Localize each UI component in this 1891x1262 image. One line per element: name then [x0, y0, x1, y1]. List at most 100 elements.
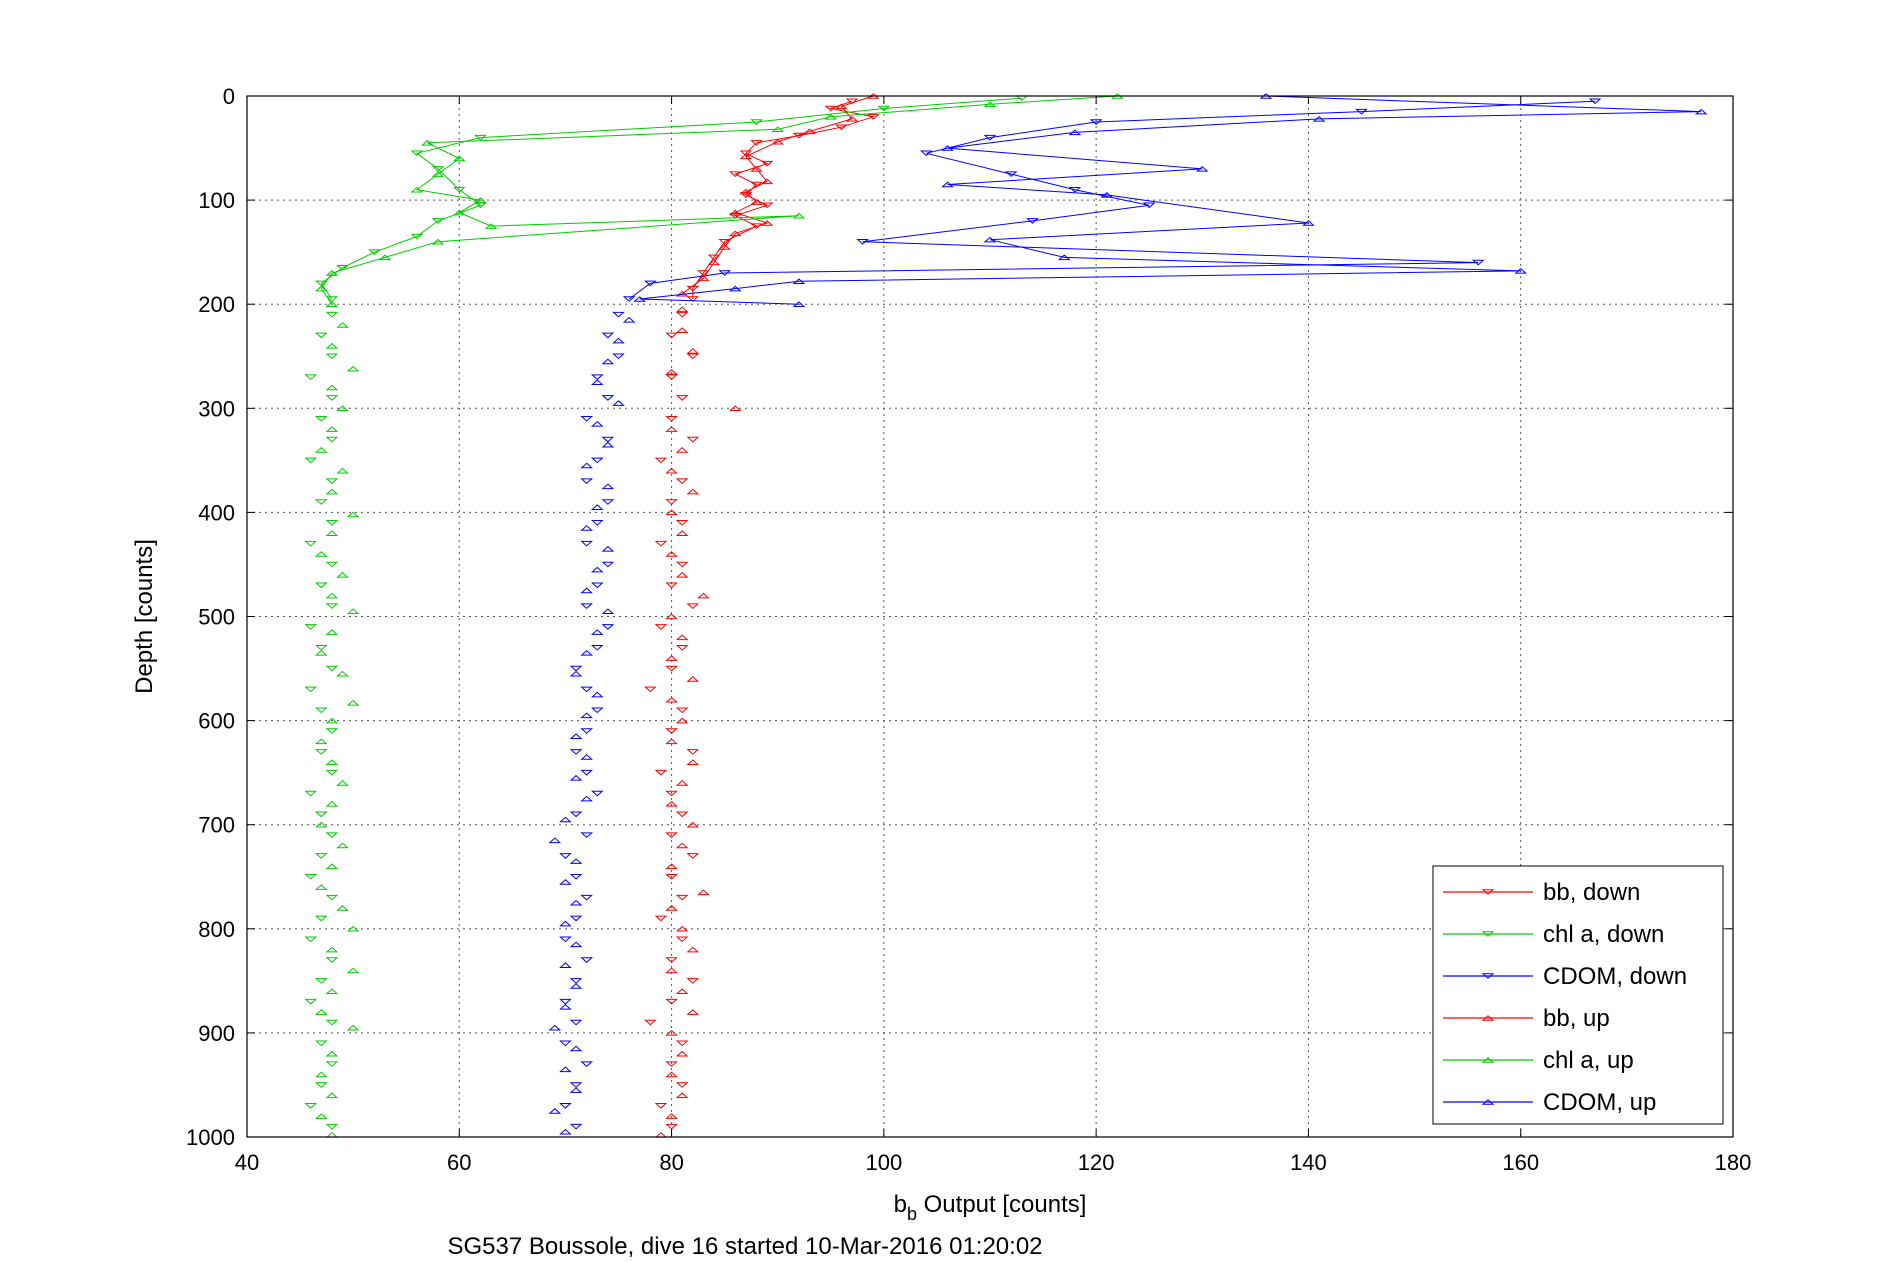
data-point	[760, 160, 774, 167]
series-bb-up	[654, 93, 880, 1138]
data-point	[1068, 186, 1082, 193]
data-point	[569, 1123, 583, 1130]
data-point	[580, 478, 593, 485]
data-point	[314, 811, 328, 818]
data-point	[675, 1050, 689, 1057]
data-point	[920, 150, 933, 157]
legend-entry: chl a, down	[1543, 921, 1664, 948]
x-tick-label: 80	[659, 1150, 683, 1175]
data-point	[665, 509, 678, 516]
data-point	[665, 551, 678, 557]
data-point	[474, 197, 487, 203]
data-point	[304, 1103, 317, 1109]
data-point	[601, 358, 615, 365]
data-point	[612, 311, 625, 318]
data-point	[665, 832, 678, 839]
series-line	[681, 95, 874, 295]
data-point	[325, 894, 339, 901]
data-point	[1057, 254, 1071, 261]
data-point	[686, 436, 700, 443]
data-point	[569, 915, 583, 922]
data-point	[484, 223, 498, 229]
data-point	[346, 608, 360, 615]
data-point	[314, 415, 328, 422]
data-point	[304, 874, 317, 880]
data-point	[665, 863, 678, 870]
data-point	[601, 624, 615, 630]
data-point	[325, 759, 339, 765]
data-point	[1588, 98, 1602, 105]
data-point	[569, 941, 583, 948]
data-point	[325, 603, 339, 610]
data-point	[569, 1045, 583, 1052]
data-point	[665, 905, 678, 911]
data-point	[548, 837, 562, 844]
data-point	[336, 571, 349, 578]
data-point	[877, 105, 891, 112]
data-point	[845, 98, 859, 105]
data-point	[665, 1113, 678, 1119]
data-point	[675, 780, 689, 786]
data-point	[325, 832, 339, 839]
data-point	[336, 405, 349, 412]
x-tick-label: 40	[235, 1150, 259, 1175]
data-point	[590, 457, 604, 464]
data-point	[314, 332, 328, 339]
data-point	[675, 530, 689, 536]
series-chl-a-down	[304, 95, 1029, 1130]
data-point	[346, 1024, 360, 1031]
y-tick-label: 500	[198, 605, 235, 630]
data-point	[325, 988, 339, 995]
tick-labels: 40 60 80 100 120 140 160 180 0 100 200 300 400 500 600…	[186, 84, 1751, 1175]
data-point	[431, 238, 445, 245]
data-point	[590, 707, 604, 714]
data-point	[590, 504, 604, 510]
data-point	[304, 686, 317, 693]
data-point	[601, 436, 615, 443]
data-point	[559, 936, 572, 943]
x-axis-label-rest: Output [counts]	[917, 1191, 1086, 1218]
legend-marker	[1481, 889, 1495, 895]
data-point	[325, 946, 339, 953]
data-point	[665, 1061, 678, 1068]
y-axis-label: Depth [counts]	[131, 539, 158, 694]
data-point	[750, 181, 763, 188]
data-point	[633, 296, 647, 302]
data-point	[675, 306, 689, 313]
data-point	[644, 280, 657, 287]
legend-marker	[1481, 1057, 1495, 1063]
data-point	[686, 946, 700, 953]
data-point	[941, 145, 954, 151]
data-point	[983, 236, 997, 243]
data-point	[474, 202, 487, 209]
data-point	[452, 155, 466, 162]
data-point	[665, 957, 678, 963]
data-point	[718, 270, 731, 276]
x-tick-label: 60	[447, 1150, 471, 1175]
y-tick-label: 1000	[186, 1125, 235, 1150]
data-point	[325, 384, 339, 391]
data-point	[718, 238, 731, 245]
data-point	[304, 457, 317, 464]
data-point	[559, 1003, 572, 1010]
data-point	[304, 936, 317, 943]
data-point	[569, 899, 583, 906]
y-tick-label: 300	[198, 396, 235, 421]
data-point	[654, 769, 668, 776]
data-point	[314, 978, 328, 984]
series-layer	[304, 93, 1708, 1138]
data-point	[548, 1024, 562, 1031]
data-point	[410, 186, 424, 193]
data-point	[314, 821, 328, 828]
data-point	[325, 530, 339, 536]
data-point	[325, 592, 339, 599]
data-point	[1100, 191, 1114, 198]
data-point	[686, 603, 700, 610]
data-point	[601, 499, 615, 505]
data-point	[325, 665, 339, 672]
data-point	[421, 139, 434, 146]
data-point	[675, 811, 689, 818]
data-point	[665, 738, 678, 745]
data-point	[665, 368, 678, 375]
data-point	[314, 707, 328, 714]
